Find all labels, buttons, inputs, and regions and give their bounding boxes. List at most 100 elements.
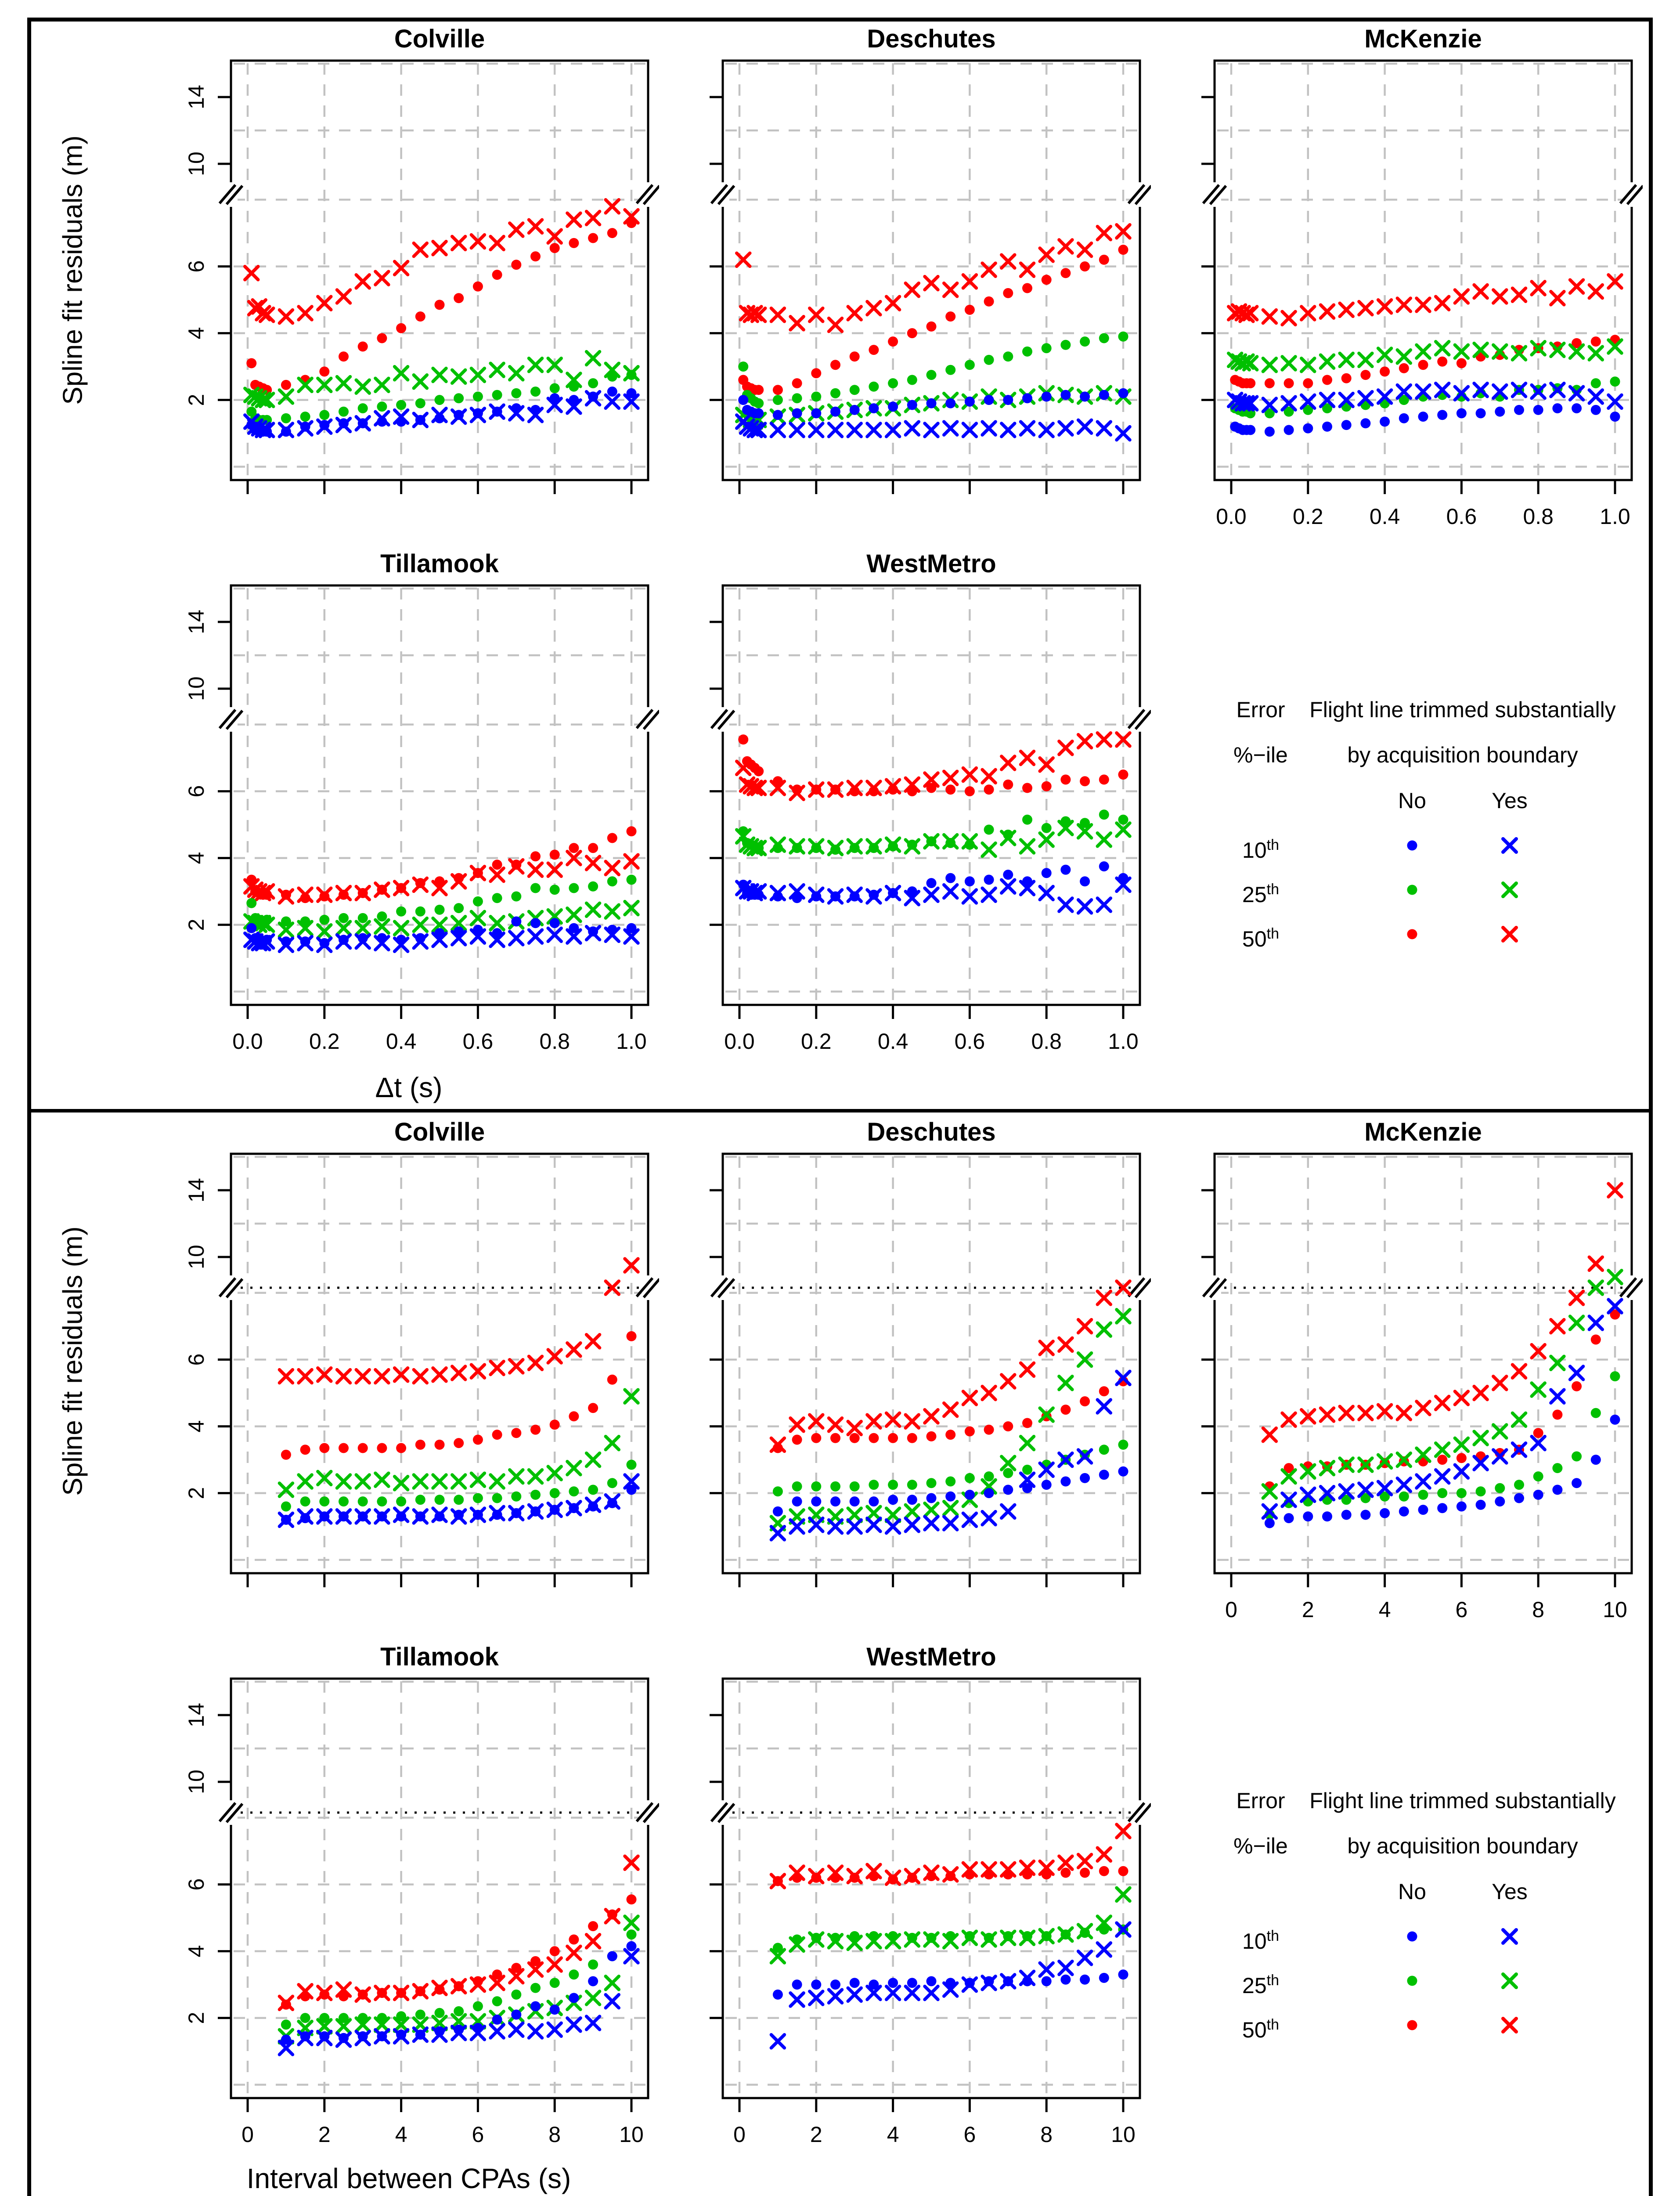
x-tick-label: 2 <box>318 2122 331 2147</box>
x-tick-label: 0.0 <box>724 1029 755 1054</box>
x-tick-label: 8 <box>1040 2122 1053 2147</box>
plot-box <box>1213 59 1633 481</box>
chart-cell-top-deschutes: Deschutes <box>650 24 1151 551</box>
x-tick-label: 0.0 <box>232 1029 263 1054</box>
y-tick-label: 2 <box>184 1487 209 1499</box>
legend-marker-50th-no-dot-icon <box>1407 929 1417 939</box>
legend-marker-50th-yes-x-icon <box>1501 926 1518 943</box>
chart-title: Deschutes <box>867 25 996 53</box>
chart-plot-colville-dt: 2 4 6 10 14 <box>184 59 659 494</box>
x-tick-label: 0.6 <box>1446 504 1477 529</box>
legend-marker-10th-no-dot-icon <box>1407 840 1417 851</box>
legend-item-10th-label: 10th <box>1242 837 1279 863</box>
series-25th-trimmed-no <box>281 1459 637 1512</box>
series-50th-trimmed-no <box>246 826 637 903</box>
axis-ticks: 2 4 6 10 14 <box>184 1178 633 1587</box>
series-25th-trimmed-yes <box>278 1914 640 2045</box>
x-tick-label: 10 <box>619 2122 644 2147</box>
legend-error-header-line2: %−ile <box>1233 1834 1288 1858</box>
y-tick-label: 10 <box>184 676 209 701</box>
x-tick-label: 0.8 <box>539 1029 570 1054</box>
series-10th-trimmed-no <box>772 1969 1128 2000</box>
chart-title: Colville <box>394 25 485 53</box>
legend-col-no: No <box>1398 1879 1426 1904</box>
series-50th-trimmed-yes <box>243 198 640 325</box>
series-50th-trimmed-yes <box>769 1279 1132 1453</box>
x-tick-label: 0.8 <box>1523 504 1554 529</box>
gridlines <box>725 587 1137 1002</box>
panel-divider <box>31 1109 1649 1112</box>
chart-cell-bottom-mckenzie: McKenzie 0 2 4 6 8 10 <box>1142 1117 1643 1644</box>
chart-plot-mckenzie-cpa: 0 2 4 6 8 10 <box>1201 1152 1643 1622</box>
x-tick-label: 1.0 <box>1600 504 1630 529</box>
legend-error-header-line1: Error <box>1236 1788 1285 1813</box>
chart-cell-top-mckenzie: McKenzie 0.0 0.2 0.4 0.6 0.8 1.0 <box>1142 24 1643 551</box>
x-tick-label: 0.4 <box>386 1029 417 1054</box>
plot-box <box>721 59 1141 481</box>
axis-ticks: 2 4 6 10 14 0.0 0.2 0.4 0.6 0.8 1.0 <box>184 610 647 1054</box>
chart-plot-mckenzie-dt: 0.0 0.2 0.4 0.6 0.8 1.0 <box>1201 59 1643 529</box>
y-tick-label: 6 <box>184 1354 209 1366</box>
x-axis-label-top: Δt (s) <box>375 1072 443 1103</box>
plot-box <box>721 1152 1141 1575</box>
chart-plot-westmetro-dt: 0.0 0.2 0.4 0.6 0.8 1.0 <box>710 584 1151 1054</box>
plot-box <box>230 1677 649 2099</box>
y-tick-label: 2 <box>184 2012 209 2024</box>
series-25th-trimmed-yes <box>1261 1268 1623 1500</box>
chart-title: WestMetro <box>866 549 996 578</box>
axis-ticks: 0 2 4 6 8 10 <box>710 1714 1136 2147</box>
legend-item-50th-label: 50th <box>1242 2016 1279 2042</box>
chart-title: Tillamook <box>380 1643 499 1671</box>
series-25th-trimmed-no <box>772 1439 1128 1497</box>
legend-col-yes: Yes <box>1492 1879 1528 1904</box>
x-tick-label: 10 <box>1603 1597 1627 1622</box>
x-tick-label: 0.2 <box>1293 504 1323 529</box>
gridlines <box>725 62 1137 477</box>
series-10th-trimmed-yes <box>1226 382 1623 413</box>
x-tick-label: 6 <box>963 2122 976 2147</box>
x-tick-label: 2 <box>810 2122 822 2147</box>
series-25th-trimmed-yes <box>769 1886 1132 1965</box>
chart-title: Deschutes <box>867 1118 996 1146</box>
x-tick-label: 0.8 <box>1031 1029 1062 1054</box>
legend-marker-10th-yes-x-icon <box>1501 1928 1518 1945</box>
series-50th-trimmed-yes <box>278 1257 640 1385</box>
x-tick-label: 0 <box>242 2122 254 2147</box>
axis-ticks: 0.0 0.2 0.4 0.6 0.8 1.0 <box>1201 96 1630 529</box>
series-10th-trimmed-yes <box>278 1948 640 2056</box>
series-50th-trimmed-no <box>281 1331 637 1460</box>
legend-marker-25th-no-dot-icon <box>1407 1976 1417 1986</box>
plot-box <box>230 584 649 1006</box>
chart-title: WestMetro <box>866 1643 996 1671</box>
series-25th-trimmed-no <box>246 874 637 927</box>
y-tick-label: 4 <box>184 852 209 864</box>
series-50th-trimmed-no <box>772 1376 1128 1453</box>
series-50th-trimmed-yes <box>1261 1182 1623 1443</box>
legend-marker-25th-yes-x-icon <box>1501 1972 1518 1989</box>
series-10th-trimmed-no <box>1230 403 1620 437</box>
chart-cell-top-tillamook: Tillamook 2 4 6 10 14 0.0 0.2 0.4 0.6 0.8 1.0 <box>159 549 659 1076</box>
series-50th-trimmed-yes <box>1226 273 1623 327</box>
chart-cell-bottom-colville: Colville 2 4 6 10 14 <box>159 1117 659 1644</box>
y-tick-label: 4 <box>184 1945 209 1958</box>
x-tick-label: 0.4 <box>1370 504 1400 529</box>
legend-bottom: Error %−ile Flight line trimmed substant… <box>1190 1780 1651 2066</box>
x-axis-label-bottom: Interval between CPAs (s) <box>246 2163 571 2194</box>
series-25th-trimmed-yes <box>278 1388 640 1498</box>
axis-ticks: 0.0 0.2 0.4 0.6 0.8 1.0 <box>710 621 1139 1054</box>
y-tick-label: 14 <box>184 1178 209 1203</box>
y-tick-label: 14 <box>184 1703 209 1727</box>
series-50th-trimmed-no <box>772 1866 1128 1886</box>
legend-marker-10th-yes-x-icon <box>1501 837 1518 854</box>
top-panel: Spline fit residuals (m) Colville 2 4 6 10 14… <box>31 22 1649 1109</box>
chart-plot-westmetro-cpa: 0 2 4 6 8 10 <box>710 1677 1151 2147</box>
chart-cell-top-colville: Colville 2 4 6 10 14 <box>159 24 659 551</box>
legend-marker-10th-no-dot-icon <box>1407 1931 1417 1942</box>
x-tick-label: 0.2 <box>309 1029 340 1054</box>
y-tick-label: 6 <box>184 1878 209 1891</box>
axis-ticks <box>710 1189 1125 1587</box>
plot-box <box>1213 1152 1633 1575</box>
x-tick-label: 10 <box>1111 2122 1136 2147</box>
x-tick-label: 8 <box>548 2122 561 2147</box>
x-tick-label: 8 <box>1532 1597 1544 1622</box>
